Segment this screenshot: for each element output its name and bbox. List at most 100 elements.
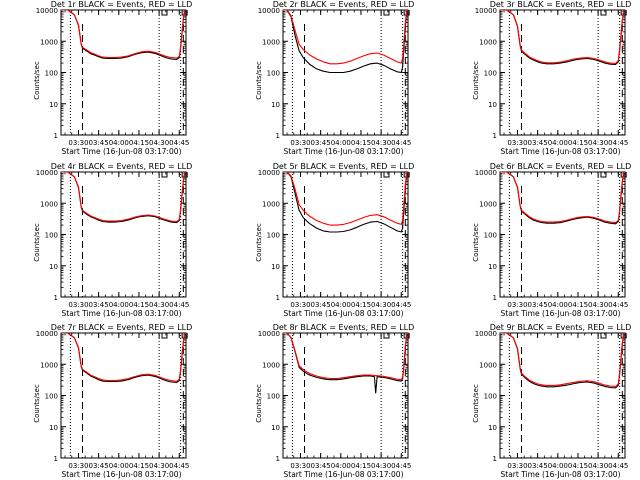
x-tick-label: 03:45 bbox=[528, 139, 548, 147]
x-tick-label: 04:15 bbox=[129, 462, 149, 470]
x-axis-label: Start Time (16-Jun-08 03:17:00) bbox=[501, 470, 621, 479]
y-axis-label: Counts/sec bbox=[255, 384, 263, 423]
bracket-marker bbox=[161, 172, 168, 178]
x-tick-label: 03:45 bbox=[528, 462, 548, 470]
plot-frame bbox=[60, 9, 187, 136]
x-tick-label: 04:30 bbox=[588, 139, 608, 147]
y-tick-label: 100 bbox=[484, 232, 497, 240]
y-axis-label: Counts/sec bbox=[472, 384, 480, 423]
events-series-line bbox=[283, 333, 408, 394]
bracket-marker bbox=[181, 10, 188, 16]
x-axis-label: Start Time (16-Jun-08 03:17:00) bbox=[284, 309, 404, 318]
x-tick-label: 03:45 bbox=[311, 462, 331, 470]
chart-title: Det 8r BLACK = Events, RED = LLD bbox=[273, 323, 415, 332]
y-tick-label: 1 bbox=[276, 455, 280, 463]
bracket-marker bbox=[161, 10, 168, 16]
plot-frame bbox=[499, 332, 626, 459]
y-tick-label: 1000 bbox=[479, 38, 497, 46]
x-tick-label: 04:45 bbox=[169, 462, 189, 470]
x-tick-label: 04:00 bbox=[109, 301, 129, 309]
y-tick-label: 10 bbox=[49, 424, 58, 432]
lld-series-line bbox=[61, 172, 186, 223]
y-tick-label: 10 bbox=[488, 263, 497, 271]
y-tick-label: 1 bbox=[276, 132, 280, 140]
x-tick-label: 03:30 bbox=[507, 462, 527, 470]
x-tick-label: 04:00 bbox=[331, 139, 351, 147]
x-tick-label: 04:15 bbox=[351, 462, 371, 470]
y-tick-label: 10 bbox=[49, 101, 58, 109]
chart-title: Det 5r BLACK = Events, RED = LLD bbox=[273, 162, 415, 171]
chart-title: Det 2r BLACK = Events, RED = LLD bbox=[273, 0, 415, 9]
bracket-marker bbox=[600, 172, 607, 178]
x-tick-label: 04:15 bbox=[568, 462, 588, 470]
x-tick-label: 04:30 bbox=[371, 139, 391, 147]
y-tick-label: 10000 bbox=[36, 169, 58, 177]
x-tick-label: 04:45 bbox=[608, 139, 628, 147]
x-axis-label: Start Time (16-Jun-08 03:17:00) bbox=[62, 470, 182, 479]
y-tick-label: 10000 bbox=[475, 330, 497, 338]
y-tick-label: 100 bbox=[267, 393, 280, 401]
chart-panel-1: Det 1r BLACK = Events, RED = LLD 1 10 100 10… bbox=[33, 0, 192, 156]
y-tick-label: 10 bbox=[271, 424, 280, 432]
plot-frame bbox=[499, 171, 626, 298]
x-tick-label: 04:00 bbox=[331, 301, 351, 309]
chart-title: Det 6r BLACK = Events, RED = LLD bbox=[490, 162, 632, 171]
x-tick-label: 04:00 bbox=[109, 139, 129, 147]
y-tick-label: 10 bbox=[271, 263, 280, 271]
bracket-marker bbox=[161, 333, 168, 339]
chart-panel-9: Det 9r BLACK = Events, RED = LLD 1 10 100 10… bbox=[472, 323, 631, 479]
x-tick-label: 04:15 bbox=[129, 301, 149, 309]
y-tick-label: 10000 bbox=[36, 7, 58, 15]
x-tick-label: 03:30 bbox=[290, 139, 310, 147]
y-tick-label: 1000 bbox=[262, 361, 280, 369]
bracket-marker bbox=[181, 333, 188, 339]
bracket-marker bbox=[383, 172, 390, 178]
y-tick-label: 100 bbox=[45, 232, 58, 240]
x-tick-label: 04:00 bbox=[109, 462, 129, 470]
x-axis-label: Start Time (16-Jun-08 03:17:00) bbox=[62, 147, 182, 156]
x-tick-label: 03:30 bbox=[507, 301, 527, 309]
x-axis-label: Start Time (16-Jun-08 03:17:00) bbox=[62, 309, 182, 318]
chart-title: Det 3r BLACK = Events, RED = LLD bbox=[490, 0, 632, 9]
x-tick-label: 03:30 bbox=[68, 462, 88, 470]
plot-frame bbox=[499, 9, 626, 136]
x-tick-label: 03:30 bbox=[68, 301, 88, 309]
x-tick-label: 03:45 bbox=[89, 462, 109, 470]
lld-series-line bbox=[500, 172, 625, 224]
x-tick-label: 03:30 bbox=[68, 139, 88, 147]
y-tick-label: 10000 bbox=[36, 330, 58, 338]
x-tick-label: 04:30 bbox=[588, 301, 608, 309]
x-tick-label: 04:30 bbox=[149, 301, 169, 309]
x-tick-label: 04:45 bbox=[169, 139, 189, 147]
x-tick-label: 04:15 bbox=[129, 139, 149, 147]
lld-series-line bbox=[500, 10, 625, 64]
y-tick-label: 1000 bbox=[479, 200, 497, 208]
chart-panel-7: Det 7r BLACK = Events, RED = LLD 1 10 100 10… bbox=[33, 323, 192, 479]
bracket-marker bbox=[383, 333, 390, 339]
x-tick-label: 03:45 bbox=[89, 301, 109, 309]
plot-frame bbox=[282, 171, 409, 298]
y-tick-label: 100 bbox=[267, 232, 280, 240]
plot-frame bbox=[60, 171, 187, 298]
events-series-line bbox=[283, 10, 408, 74]
y-tick-label: 1000 bbox=[262, 200, 280, 208]
y-axis-label: Counts/sec bbox=[33, 223, 41, 262]
x-tick-label: 04:45 bbox=[391, 139, 411, 147]
x-tick-label: 04:15 bbox=[351, 301, 371, 309]
x-tick-label: 04:15 bbox=[568, 139, 588, 147]
y-axis-label: Counts/sec bbox=[472, 61, 480, 100]
y-tick-label: 1 bbox=[493, 132, 497, 140]
y-tick-label: 1 bbox=[54, 455, 58, 463]
y-tick-label: 100 bbox=[484, 393, 497, 401]
x-axis-label: Start Time (16-Jun-08 03:17:00) bbox=[501, 147, 621, 156]
x-axis-label: Start Time (16-Jun-08 03:17:00) bbox=[501, 309, 621, 318]
lld-series-line bbox=[61, 333, 186, 382]
y-axis-label: Counts/sec bbox=[33, 61, 41, 100]
x-tick-label: 04:45 bbox=[169, 301, 189, 309]
bracket-marker bbox=[600, 10, 607, 16]
x-tick-label: 04:00 bbox=[548, 301, 568, 309]
chart-title: Det 7r BLACK = Events, RED = LLD bbox=[51, 323, 193, 332]
y-tick-label: 1000 bbox=[40, 361, 58, 369]
chart-panel-5: Det 5r BLACK = Events, RED = LLD 1 10 100 10… bbox=[255, 162, 414, 318]
y-tick-label: 10 bbox=[271, 101, 280, 109]
